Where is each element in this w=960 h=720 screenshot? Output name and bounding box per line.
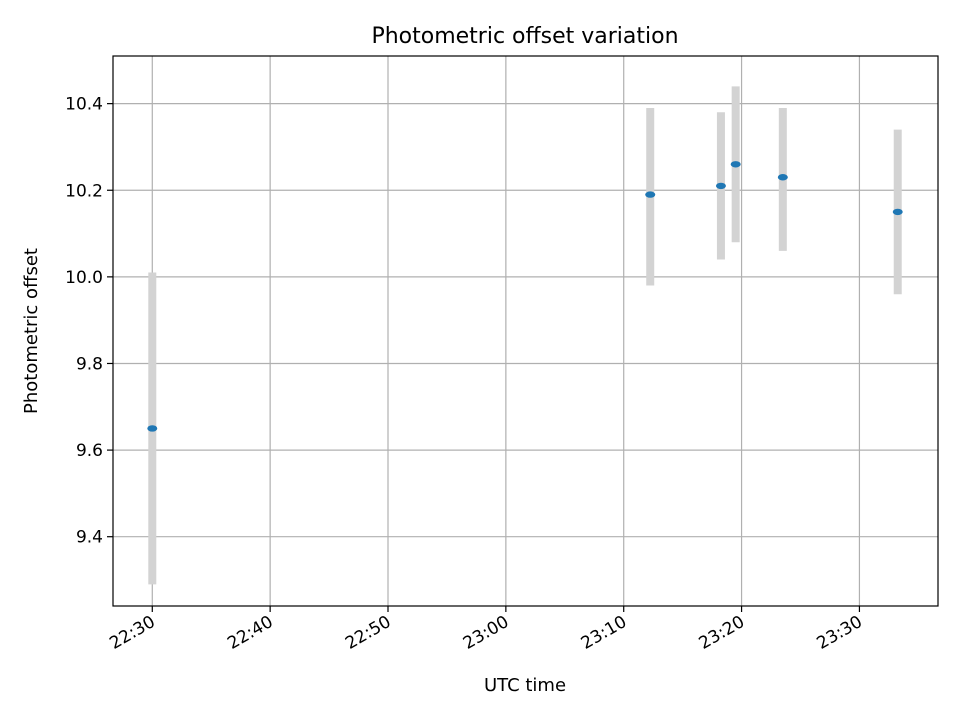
data-point <box>645 191 656 198</box>
x-tick-label: 23:10 <box>578 612 630 654</box>
y-tick-label: 9.8 <box>76 354 103 374</box>
data-markers <box>147 161 903 432</box>
error-bars <box>148 86 902 585</box>
x-tick-label: 22:50 <box>342 612 394 654</box>
y-tick-label: 9.4 <box>76 528 103 548</box>
x-axis-label: UTC time <box>484 675 566 696</box>
x-axis-ticks: 22:30 22:40 22:50 23:00 23:10 23:20 23:30 <box>106 606 866 654</box>
x-tick-label: 23:00 <box>460 612 512 654</box>
y-axis-label: Photometric offset <box>21 248 42 414</box>
y-tick-label: 9.6 <box>76 441 103 461</box>
grid <box>113 56 938 606</box>
y-axis-ticks: 9.4 9.6 9.8 10.0 10.2 10.4 <box>65 95 113 548</box>
data-point <box>892 208 903 216</box>
data-point <box>777 174 788 181</box>
x-tick-label: 22:40 <box>224 612 276 654</box>
data-point <box>147 425 158 432</box>
data-point <box>715 182 726 190</box>
x-tick-label: 23:20 <box>696 612 748 654</box>
y-tick-label: 10.2 <box>65 181 103 201</box>
x-tick-label: 22:30 <box>106 612 158 654</box>
plot-frame <box>112 55 939 607</box>
chart-title: Photometric offset variation <box>371 24 678 49</box>
y-tick-label: 10.0 <box>65 268 103 288</box>
x-tick-label: 23:30 <box>813 612 865 654</box>
y-tick-label: 10.4 <box>65 95 103 115</box>
data-point <box>730 161 741 168</box>
